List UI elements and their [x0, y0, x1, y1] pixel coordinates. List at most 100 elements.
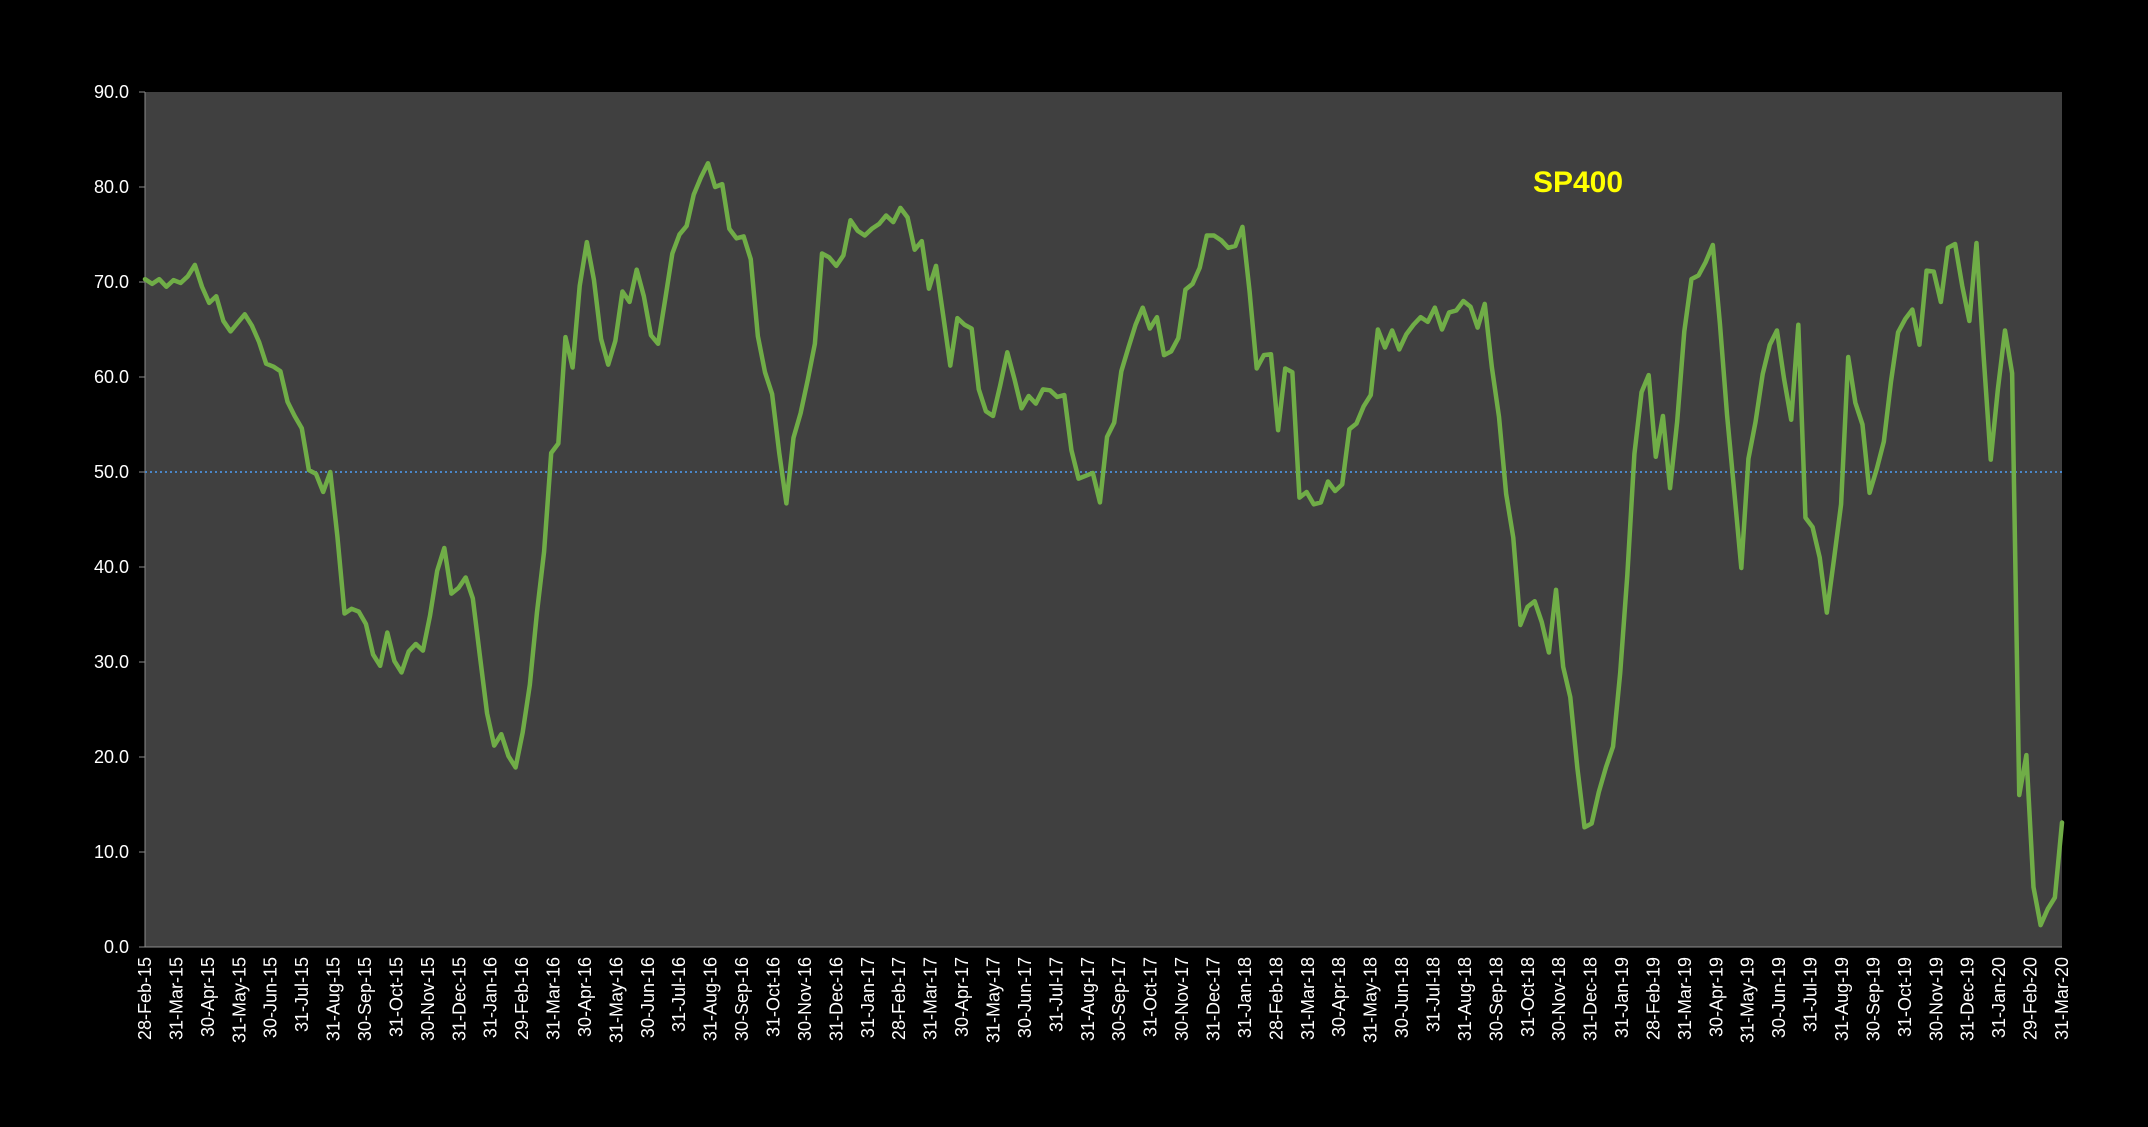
data-point [1705, 261, 1707, 263]
data-point [1127, 347, 1129, 349]
x-tick-label: 31-Aug-15 [324, 957, 344, 1041]
data-point [1762, 373, 1764, 375]
data-point [194, 264, 196, 266]
data-point [1348, 428, 1350, 430]
data-point [1470, 306, 1472, 308]
data-point [1149, 328, 1151, 330]
data-point [2011, 372, 2013, 374]
data-point [1747, 458, 1749, 460]
x-tick-label: 31-May-18 [1361, 957, 1381, 1043]
data-point [1170, 350, 1172, 352]
data-point [1612, 746, 1614, 748]
data-point [187, 275, 189, 277]
data-point [1954, 243, 1956, 245]
data-point [1947, 247, 1949, 249]
y-tick-label: 0.0 [104, 937, 129, 957]
data-point [1405, 333, 1407, 335]
x-tick-label: 30-Nov-17 [1172, 957, 1192, 1041]
data-point [1505, 493, 1507, 495]
data-point [1847, 356, 1849, 358]
data-point [386, 632, 388, 634]
data-point [793, 437, 795, 439]
x-tick-label: 31-Jan-16 [481, 957, 501, 1038]
data-point [1042, 388, 1044, 390]
data-point [1940, 301, 1942, 303]
x-tick-label: 31-Jan-17 [858, 957, 878, 1038]
data-point [308, 469, 310, 471]
data-point [629, 301, 631, 303]
data-point [636, 269, 638, 271]
data-point [1491, 367, 1493, 369]
data-point [1983, 355, 1985, 357]
data-point [885, 215, 887, 217]
data-point [358, 611, 360, 613]
data-point [1633, 453, 1635, 455]
data-point [322, 491, 324, 493]
data-point [500, 733, 502, 735]
data-point [1334, 490, 1336, 492]
y-tick-label: 70.0 [94, 272, 129, 292]
data-point [1363, 405, 1365, 407]
data-point [1298, 497, 1300, 499]
data-point [1840, 503, 1842, 505]
data-point [1313, 503, 1315, 505]
data-point [785, 502, 787, 504]
y-tick-label: 80.0 [94, 177, 129, 197]
x-tick-label: 31-Jul-16 [669, 957, 689, 1032]
data-point [1591, 823, 1593, 825]
data-point [315, 473, 317, 475]
x-tick-label: 31-Oct-15 [386, 957, 406, 1037]
data-point [985, 410, 987, 412]
data-point [564, 336, 566, 338]
data-point [1227, 247, 1229, 249]
x-tick-label: 31-Oct-19 [1895, 957, 1915, 1037]
data-point [671, 253, 673, 255]
data-point [379, 665, 381, 667]
data-point [935, 265, 937, 267]
data-point [643, 295, 645, 297]
x-tick-label: 28-Feb-17 [889, 957, 909, 1040]
data-point [2047, 908, 2049, 910]
data-point [465, 576, 467, 578]
data-point [372, 653, 374, 655]
data-point [857, 230, 859, 232]
x-tick-label: 30-Jun-15 [261, 957, 281, 1038]
data-point [1783, 378, 1785, 380]
data-point [1156, 316, 1158, 318]
data-point [208, 302, 210, 304]
data-point [1192, 283, 1194, 285]
data-point [151, 283, 153, 285]
data-point [2054, 897, 2056, 899]
data-point [1605, 766, 1607, 768]
data-point [1669, 487, 1671, 489]
x-tick-label: 31-Jan-20 [1989, 957, 2009, 1038]
x-tick-label: 31-Oct-18 [1518, 957, 1538, 1037]
data-point [1527, 606, 1529, 608]
data-point [678, 234, 680, 236]
data-point [971, 328, 973, 330]
data-point [258, 341, 260, 343]
data-point [1413, 324, 1415, 326]
data-point [949, 365, 951, 367]
data-point [515, 766, 517, 768]
data-point [1804, 517, 1806, 519]
data-point [507, 755, 509, 757]
data-point [1092, 472, 1094, 474]
data-point [244, 313, 246, 315]
data-point [807, 379, 809, 381]
data-point [1797, 324, 1799, 326]
data-point [1712, 244, 1714, 246]
data-point [1135, 324, 1137, 326]
data-point [1598, 791, 1600, 793]
x-tick-label: 31-Dec-18 [1581, 957, 1601, 1041]
data-point [1398, 348, 1400, 350]
data-point [693, 194, 695, 196]
data-point [1676, 421, 1678, 423]
data-point [472, 597, 474, 599]
data-point [415, 643, 417, 645]
data-point [1477, 327, 1479, 329]
data-point [600, 338, 602, 340]
x-tick-label: 31-Mar-19 [1675, 957, 1695, 1040]
y-axis: 0.0 10.0 20.0 30.0 40.0 50.0 60.0 70.0 80.0 90.0 [94, 82, 146, 957]
data-point [1327, 481, 1329, 483]
